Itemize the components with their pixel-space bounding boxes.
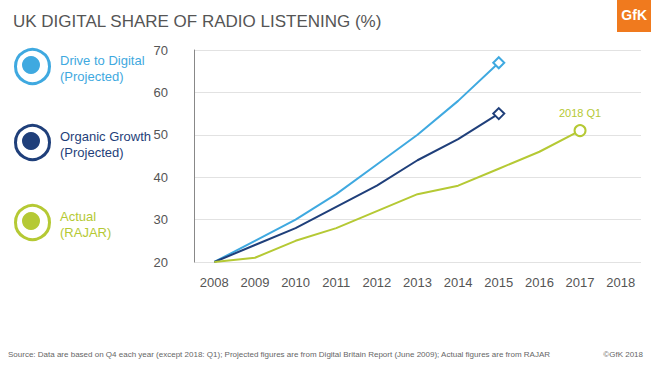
svg-text:2018 Q1: 2018 Q1 xyxy=(559,107,601,119)
svg-text:Source: Data are based on Q4 e: Source: Data are based on Q4 each year (… xyxy=(8,350,550,359)
svg-text:©GfK 2018: ©GfK 2018 xyxy=(603,350,643,359)
svg-text:20: 20 xyxy=(154,255,168,270)
svg-text:50: 50 xyxy=(154,127,168,142)
svg-text:60: 60 xyxy=(154,85,168,100)
svg-text:2017: 2017 xyxy=(566,275,595,290)
svg-text:(Projected): (Projected) xyxy=(60,145,124,160)
svg-text:2015: 2015 xyxy=(484,275,513,290)
svg-text:Drive to Digital: Drive to Digital xyxy=(60,53,145,68)
svg-text:2012: 2012 xyxy=(362,275,391,290)
svg-text:GfK: GfK xyxy=(621,7,647,23)
svg-text:70: 70 xyxy=(154,43,168,58)
svg-text:Actual: Actual xyxy=(60,209,96,224)
svg-text:2009: 2009 xyxy=(240,275,269,290)
svg-text:2010: 2010 xyxy=(281,275,310,290)
svg-text:2008: 2008 xyxy=(200,275,229,290)
svg-text:2013: 2013 xyxy=(403,275,432,290)
svg-text:UK DIGITAL SHARE OF RADIO LIST: UK DIGITAL SHARE OF RADIO LISTENING (%) xyxy=(13,12,381,31)
svg-text:2016: 2016 xyxy=(525,275,554,290)
svg-text:(Projected): (Projected) xyxy=(60,69,124,84)
svg-text:40: 40 xyxy=(154,170,168,185)
svg-text:2018: 2018 xyxy=(606,275,635,290)
svg-text:2014: 2014 xyxy=(444,275,473,290)
svg-text:(RAJAR): (RAJAR) xyxy=(60,225,111,240)
svg-text:2011: 2011 xyxy=(322,275,350,290)
svg-text:Organic Growth: Organic Growth xyxy=(60,129,151,144)
svg-text:30: 30 xyxy=(154,212,168,227)
